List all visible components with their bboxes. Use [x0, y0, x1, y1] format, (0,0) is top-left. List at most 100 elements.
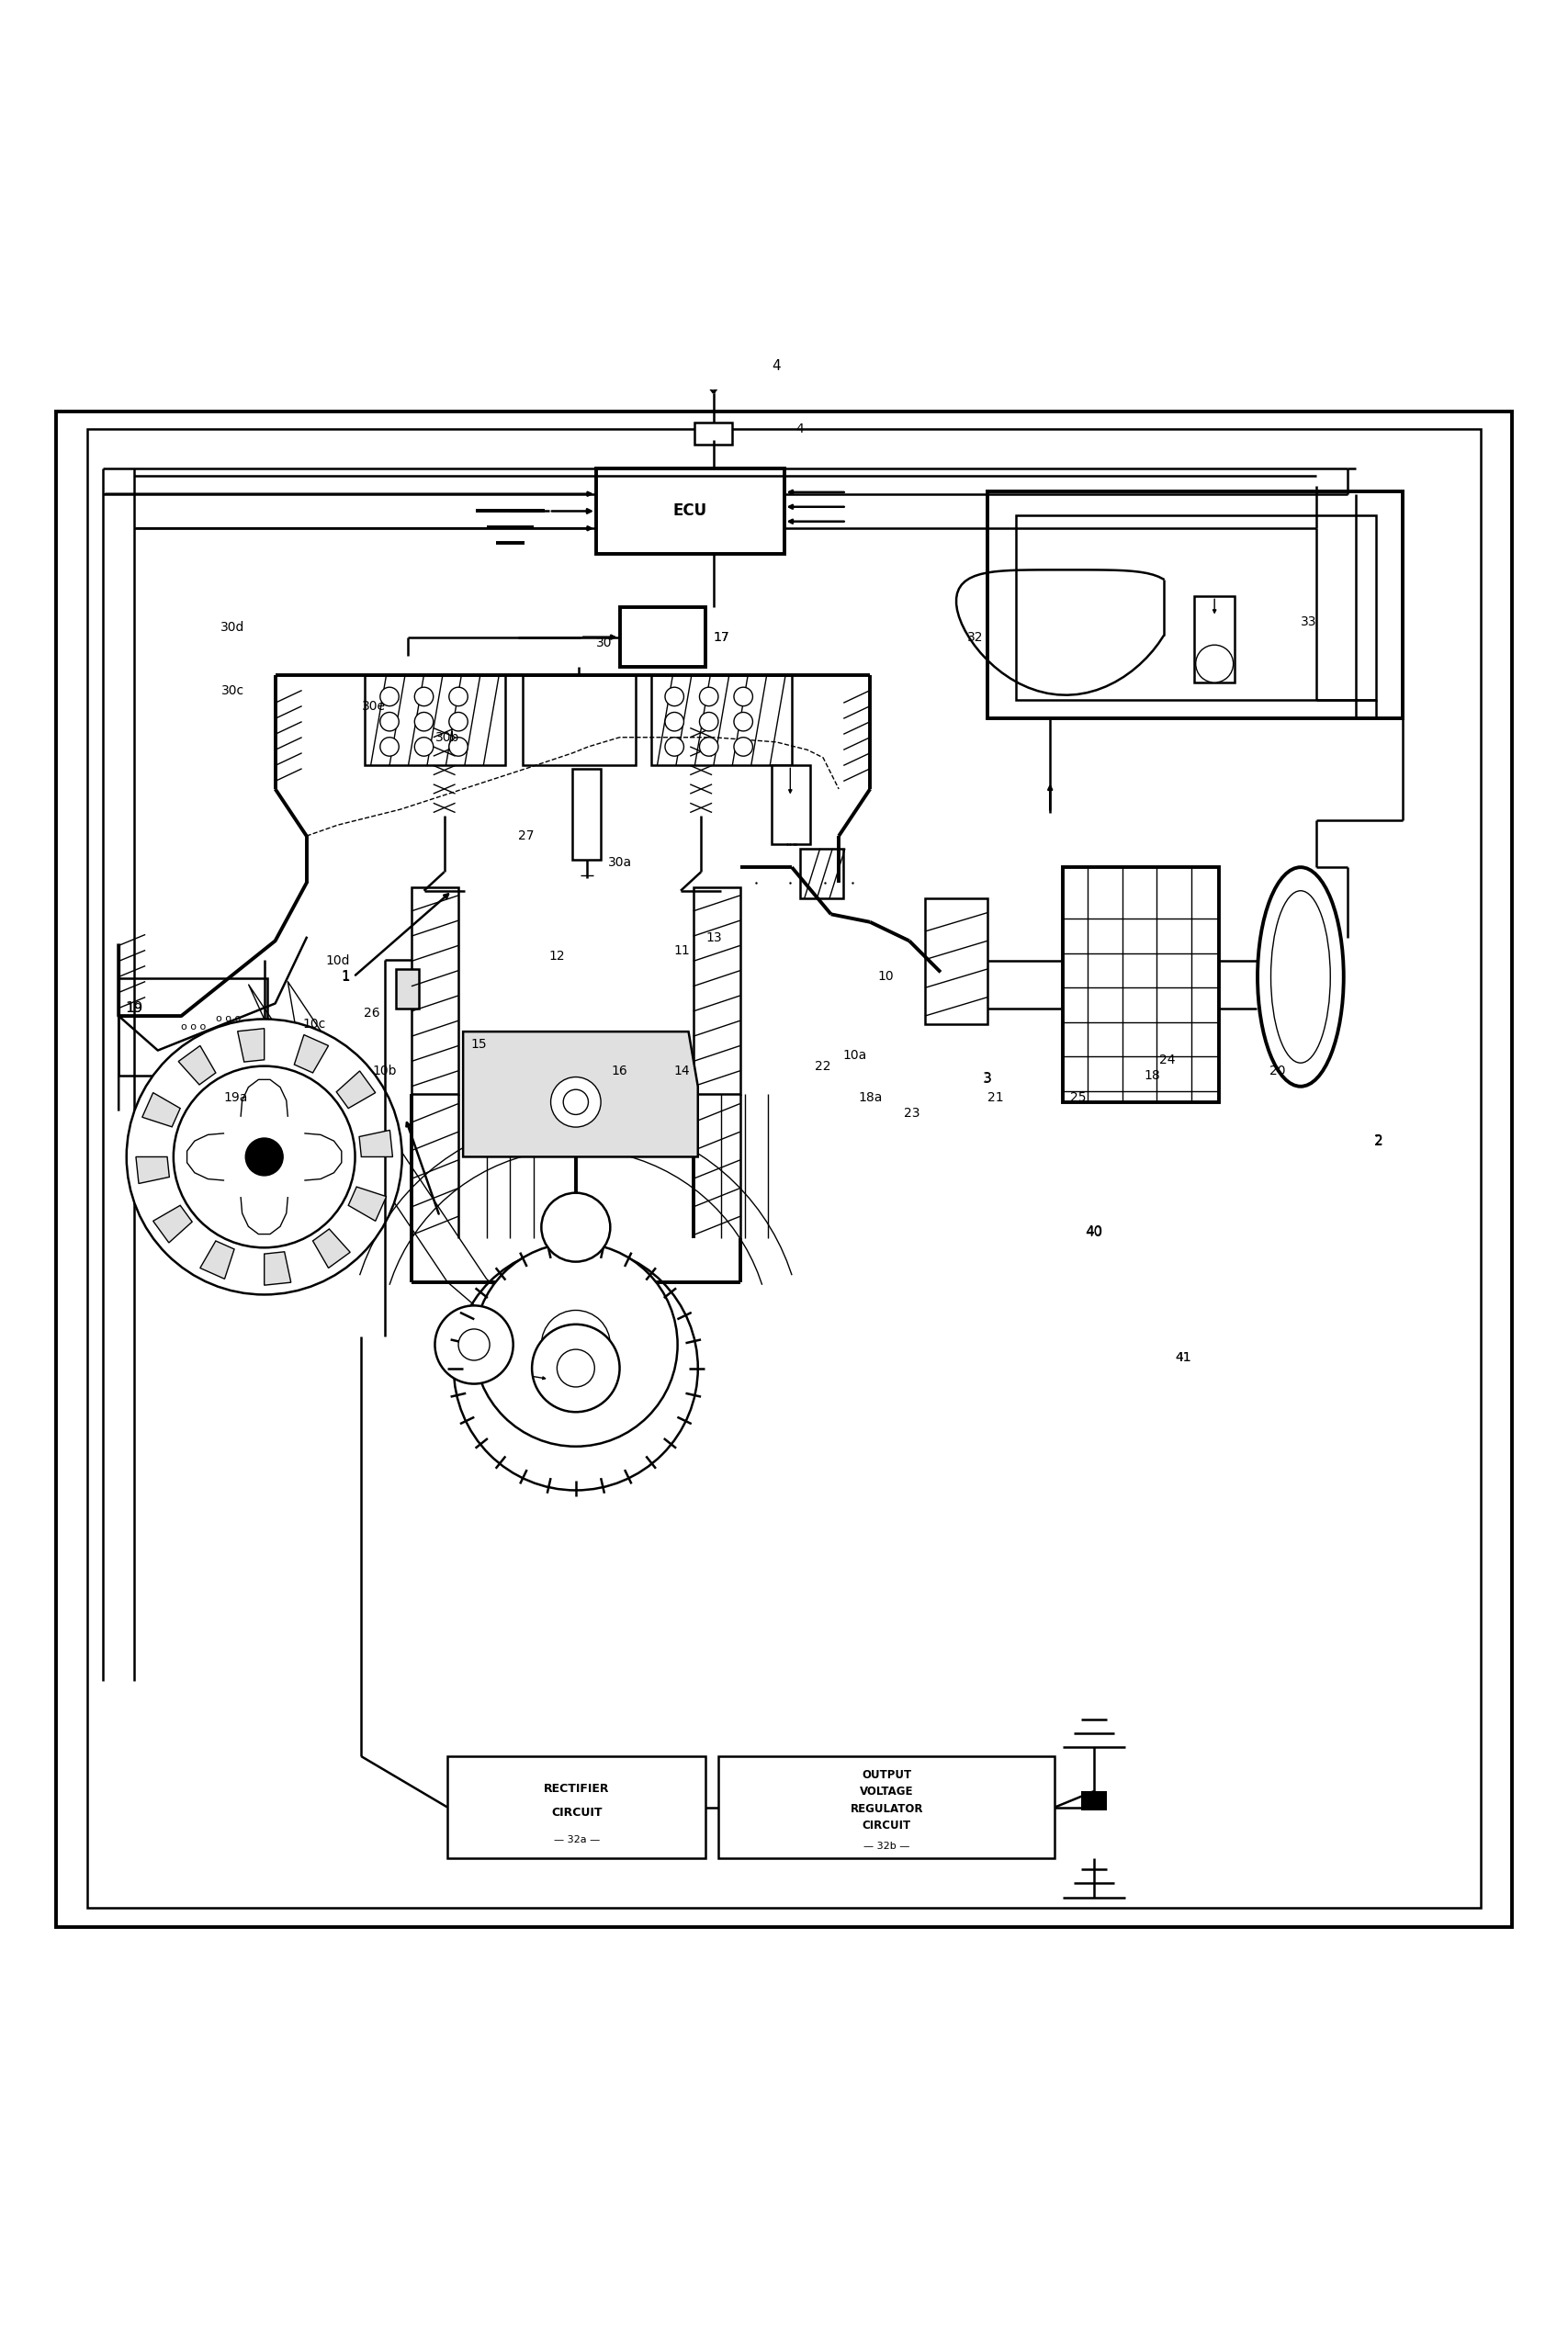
Text: VOLTAGE: VOLTAGE [859, 1787, 914, 1799]
Bar [108, 968, 467, 1337]
Text: 3: 3 [983, 1072, 993, 1086]
Text: 30c: 30c [221, 685, 245, 696]
Circle shape [246, 1137, 284, 1175]
Circle shape [174, 1067, 354, 1248]
Circle shape [434, 1306, 513, 1384]
Bar [88, 499, 1480, 1454]
Circle shape [532, 1325, 619, 1412]
Circle shape [1196, 645, 1234, 682]
Text: 41: 41 [1174, 1351, 1192, 1365]
Text: 2: 2 [1375, 1135, 1383, 1147]
Polygon shape [179, 1046, 216, 1086]
Text: ECU: ECU [673, 502, 707, 518]
Text: 19: 19 [125, 1001, 143, 1015]
Text: 16: 16 [612, 1065, 627, 1076]
Text: 4: 4 [795, 422, 804, 436]
Bar [395, 968, 419, 1008]
Bar [99, 959, 607, 1348]
Text: 1: 1 [342, 971, 350, 983]
Text: 10a: 10a [842, 1048, 867, 1062]
Circle shape [379, 713, 398, 732]
Text: 18: 18 [1143, 1069, 1160, 1081]
Text: 2: 2 [1375, 1135, 1383, 1149]
Circle shape [541, 1311, 610, 1379]
Bar [925, 898, 988, 1025]
Circle shape [734, 713, 753, 732]
Text: o o o: o o o [182, 1022, 207, 1032]
Text: 10d: 10d [326, 954, 350, 968]
Bar [572, 769, 601, 858]
Bar [447, 1756, 706, 1857]
Text: — 32a —: — 32a — [554, 1836, 599, 1846]
Circle shape [474, 1243, 677, 1447]
Text: 23: 23 [905, 1107, 920, 1119]
Polygon shape [463, 1032, 698, 1156]
Text: 30e: 30e [362, 699, 386, 713]
Polygon shape [312, 1229, 350, 1269]
Text: 26: 26 [364, 1006, 381, 1020]
Text: 2: 2 [1375, 1135, 1383, 1149]
Bar [510, 1372, 538, 1395]
Polygon shape [295, 1034, 328, 1072]
Circle shape [379, 687, 398, 706]
Circle shape [414, 736, 433, 755]
Polygon shape [201, 1241, 234, 1278]
Text: 22: 22 [815, 1060, 831, 1072]
Text: 4: 4 [771, 359, 781, 373]
Polygon shape [143, 1093, 180, 1128]
Circle shape [541, 1194, 610, 1262]
Text: 24: 24 [1159, 1053, 1176, 1067]
Circle shape [127, 1020, 401, 1294]
Text: 13: 13 [706, 931, 721, 945]
Bar [619, 607, 706, 666]
Circle shape [699, 687, 718, 706]
Text: CIRCUIT: CIRCUIT [862, 1820, 911, 1831]
Bar [1016, 516, 1375, 699]
Text: 33: 33 [1300, 614, 1317, 628]
Ellipse shape [1270, 891, 1330, 1062]
Bar [718, 1756, 1055, 1857]
Circle shape [699, 736, 718, 755]
Circle shape [557, 1348, 594, 1386]
Circle shape [448, 713, 467, 732]
Bar [88, 429, 1480, 1909]
Text: CIRCUIT: CIRCUIT [550, 1806, 602, 1817]
Polygon shape [238, 1029, 265, 1062]
Polygon shape [136, 1156, 169, 1184]
Polygon shape [348, 1187, 386, 1222]
Polygon shape [337, 1072, 375, 1109]
Text: 40: 40 [1087, 1226, 1102, 1238]
Circle shape [550, 1076, 601, 1128]
Circle shape [414, 687, 433, 706]
Bar [1063, 868, 1220, 1102]
Text: 30b: 30b [436, 732, 459, 743]
Bar [988, 492, 1402, 718]
Text: 17: 17 [713, 631, 729, 643]
Bar [695, 422, 732, 446]
Text: 30a: 30a [608, 856, 632, 870]
Text: OUTPUT: OUTPUT [862, 1768, 911, 1780]
Bar [596, 469, 784, 553]
Circle shape [734, 736, 753, 755]
Bar [1082, 1792, 1107, 1810]
Text: 19: 19 [125, 1001, 143, 1015]
Bar [411, 889, 458, 1095]
Bar [364, 675, 505, 764]
Text: 3: 3 [983, 1072, 991, 1086]
Text: o o o: o o o [216, 1015, 241, 1025]
Text: 10: 10 [878, 971, 894, 983]
Text: 15: 15 [470, 1039, 486, 1051]
Text: RECTIFIER: RECTIFIER [544, 1782, 610, 1794]
Text: 17: 17 [713, 631, 729, 643]
Text: 41: 41 [1174, 1351, 1192, 1365]
Circle shape [458, 1330, 489, 1360]
Circle shape [448, 687, 467, 706]
Text: 12: 12 [549, 950, 564, 964]
Polygon shape [359, 1130, 392, 1156]
Circle shape [665, 736, 684, 755]
Circle shape [699, 713, 718, 732]
Text: 14: 14 [674, 1065, 690, 1076]
Circle shape [734, 687, 753, 706]
Text: 30d: 30d [221, 621, 245, 633]
Text: — 32b —: — 32b — [864, 1841, 909, 1850]
